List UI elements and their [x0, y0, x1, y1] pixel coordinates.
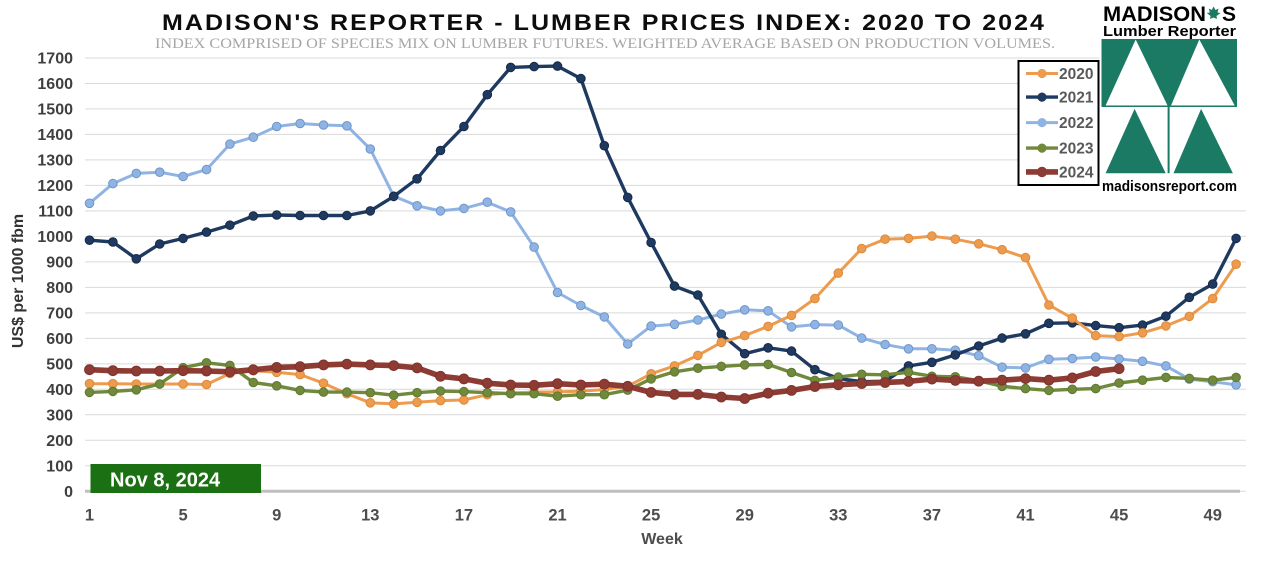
svg-text:5: 5 [179, 507, 188, 525]
svg-text:1: 1 [85, 507, 94, 525]
svg-text:S: S [1222, 3, 1236, 26]
svg-text:Nov 8, 2024: Nov 8, 2024 [110, 470, 221, 492]
svg-text:2020: 2020 [1059, 66, 1093, 83]
svg-text:1100: 1100 [38, 203, 73, 220]
svg-text:MADISON'S REPORTER - LUMBER PR: MADISON'S REPORTER - LUMBER PRICES INDEX… [162, 10, 1046, 35]
svg-text:MADISON: MADISON [1103, 3, 1206, 26]
svg-text:2021: 2021 [1059, 90, 1094, 107]
svg-text:37: 37 [923, 507, 941, 525]
svg-text:29: 29 [736, 507, 754, 525]
svg-text:25: 25 [642, 507, 660, 525]
svg-text:1300: 1300 [37, 152, 73, 169]
svg-text:9: 9 [272, 507, 281, 525]
svg-text:21: 21 [548, 507, 566, 525]
svg-text:33: 33 [829, 507, 847, 525]
svg-text:41: 41 [1016, 507, 1034, 525]
svg-text:US$ per 1000 fbm: US$ per 1000 fbm [10, 214, 27, 348]
svg-text:2024: 2024 [1059, 164, 1094, 181]
svg-text:49: 49 [1204, 507, 1222, 525]
svg-text:INDEX COMPRISED OF SPECIES MIX: INDEX COMPRISED OF SPECIES MIX ON LUMBER… [155, 36, 1055, 52]
svg-text:600: 600 [46, 331, 73, 348]
svg-text:45: 45 [1110, 507, 1128, 525]
svg-text:13: 13 [361, 507, 379, 525]
svg-text:1000: 1000 [37, 229, 73, 246]
svg-text:17: 17 [455, 507, 473, 525]
svg-text:800: 800 [46, 280, 73, 297]
svg-text:200: 200 [46, 433, 73, 450]
svg-text:100: 100 [46, 458, 73, 475]
svg-text:900: 900 [46, 254, 73, 271]
svg-text:1600: 1600 [37, 76, 73, 93]
svg-text:1400: 1400 [37, 127, 73, 144]
svg-text:madisonsreport.com: madisonsreport.com [1102, 178, 1237, 195]
svg-text:2023: 2023 [1059, 141, 1094, 158]
svg-text:2022: 2022 [1059, 115, 1093, 132]
svg-text:400: 400 [46, 382, 73, 399]
svg-text:Lumber Reporter: Lumber Reporter [1103, 23, 1236, 40]
svg-text:1700: 1700 [37, 51, 73, 68]
svg-text:700: 700 [46, 305, 73, 322]
svg-text:300: 300 [46, 407, 73, 424]
svg-text:500: 500 [46, 356, 73, 373]
svg-text:1500: 1500 [37, 101, 73, 118]
svg-text:1200: 1200 [37, 178, 73, 195]
svg-text:0: 0 [64, 484, 73, 501]
svg-text:Week: Week [641, 531, 683, 548]
